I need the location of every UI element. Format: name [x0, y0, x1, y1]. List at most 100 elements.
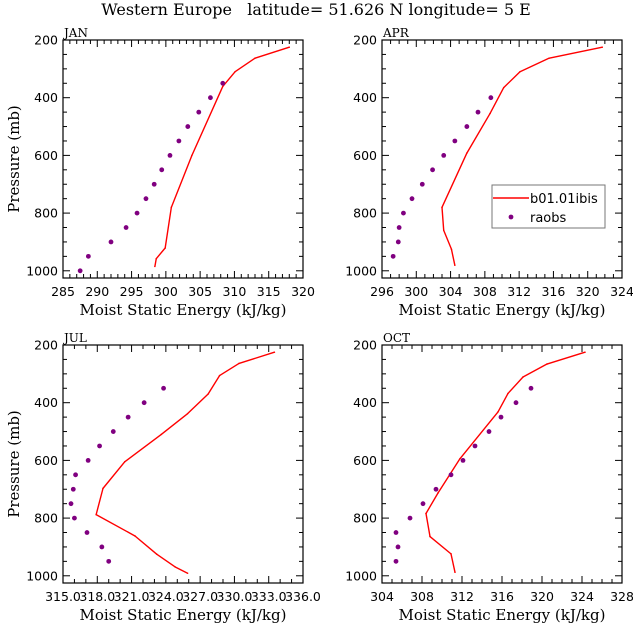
- x-tick-label: 333.0: [251, 589, 287, 604]
- line-segment: [124, 433, 162, 463]
- line-vertex: [489, 112, 491, 115]
- data-point: [151, 181, 157, 187]
- y-tick-label: 600: [353, 453, 377, 468]
- line-segment: [238, 351, 276, 365]
- line-segment: [156, 553, 176, 568]
- line-segment: [95, 487, 104, 516]
- line-segment: [548, 46, 603, 59]
- line-vertex: [441, 206, 443, 209]
- x-axis-label: Moist Static Energy (kJ/kg): [80, 606, 287, 624]
- y-tick-label: 800: [353, 511, 377, 526]
- line-vertex: [160, 433, 162, 436]
- data-point: [106, 558, 112, 564]
- data-point: [464, 124, 470, 129]
- line-segment: [207, 374, 221, 395]
- data-point: [395, 239, 401, 245]
- y-tick-label: 600: [34, 453, 58, 468]
- line-vertex: [503, 86, 505, 89]
- y-tick-label: 400: [34, 395, 58, 410]
- line-vertex: [466, 152, 468, 154]
- y-axis-label: Pressure (mb): [5, 105, 23, 213]
- data-point: [430, 167, 435, 173]
- line-segment: [441, 206, 445, 232]
- line-segment: [191, 85, 224, 157]
- y-tick-label: 1000: [345, 263, 377, 278]
- x-tick-label: 315.0: [45, 589, 81, 604]
- line-vertex: [450, 553, 452, 555]
- y-tick-label: 1000: [26, 263, 58, 278]
- series-raobs: [68, 385, 166, 564]
- line-segment: [102, 461, 126, 490]
- x-ticks: [381, 40, 623, 278]
- data-point: [452, 138, 458, 144]
- data-point: [141, 400, 147, 406]
- y-ticks: [382, 39, 622, 272]
- line-vertex: [519, 71, 521, 73]
- line-vertex: [186, 412, 189, 415]
- legend-box: [491, 184, 606, 229]
- data-point: [441, 152, 447, 158]
- line-vertex: [443, 229, 445, 232]
- data-point: [161, 385, 166, 391]
- line-vertex: [164, 247, 166, 249]
- x-tick-label: 304: [439, 284, 463, 299]
- line-segment: [519, 57, 550, 73]
- y-tick-label: 800: [353, 206, 377, 221]
- x-ticks: [62, 40, 304, 278]
- x-tick-label: 304: [370, 589, 394, 604]
- line-segment: [489, 86, 505, 115]
- data-point: [433, 486, 439, 492]
- line-vertex: [102, 487, 104, 490]
- series-b01.01ibis: [95, 351, 276, 574]
- line-vertex: [601, 46, 603, 48]
- line-vertex: [254, 57, 256, 59]
- y-tick-label: 200: [34, 338, 58, 353]
- line-vertex: [522, 376, 524, 378]
- line-vertex: [273, 351, 276, 353]
- line-vertex: [497, 411, 499, 413]
- line-segment: [186, 393, 209, 415]
- line-segment: [425, 512, 431, 538]
- y-tick-label: 400: [353, 90, 377, 105]
- line-vertex: [156, 553, 158, 555]
- line-vertex: [234, 71, 236, 73]
- panel-apr: APR 296 300 304 308 312 316 320 324 200 400 600 800 1…: [345, 26, 633, 319]
- x-tick-label: 324: [610, 284, 633, 299]
- data-point: [409, 196, 415, 202]
- x-tick-label: 320: [576, 284, 600, 299]
- x-tick-label: 327.0: [182, 589, 218, 604]
- panels: JAN 285 290 295 300 305 310 315 320 200 400 600 800 1…: [5, 26, 633, 624]
- data-point: [108, 239, 114, 245]
- x-tick-label: 320: [291, 284, 315, 299]
- data-point: [134, 210, 140, 216]
- line-segment: [160, 412, 189, 436]
- line-segment: [425, 492, 439, 515]
- legend-label-model: b01.01ibis: [530, 192, 598, 207]
- y-ticks: [382, 344, 622, 577]
- line-segment: [522, 363, 548, 378]
- data-point: [448, 472, 454, 478]
- plot-frame: [62, 344, 304, 584]
- data-point: [472, 443, 478, 449]
- data-point: [70, 486, 76, 492]
- line-vertex: [155, 257, 157, 260]
- line-vertex: [459, 457, 461, 460]
- line-segment: [497, 392, 509, 413]
- panel-title: APR: [382, 26, 410, 40]
- x-tick-label: 324.0: [148, 589, 184, 604]
- x-tick-label: 300: [154, 284, 178, 299]
- data-point: [419, 181, 425, 187]
- panel-title: JUL: [62, 331, 87, 345]
- y-tick-label: 200: [34, 33, 58, 48]
- data-point: [123, 225, 129, 230]
- line-vertex: [429, 535, 431, 538]
- y-tick-label: 800: [34, 206, 58, 221]
- line-segment: [443, 229, 453, 250]
- x-tick-label: 312: [507, 284, 531, 299]
- series-raobs: [393, 385, 534, 564]
- series-b01.01ibis: [154, 46, 290, 268]
- x-ticks: [62, 345, 304, 583]
- data-point: [196, 109, 202, 115]
- y-tick-label: 600: [353, 148, 377, 163]
- line-segment: [254, 46, 290, 59]
